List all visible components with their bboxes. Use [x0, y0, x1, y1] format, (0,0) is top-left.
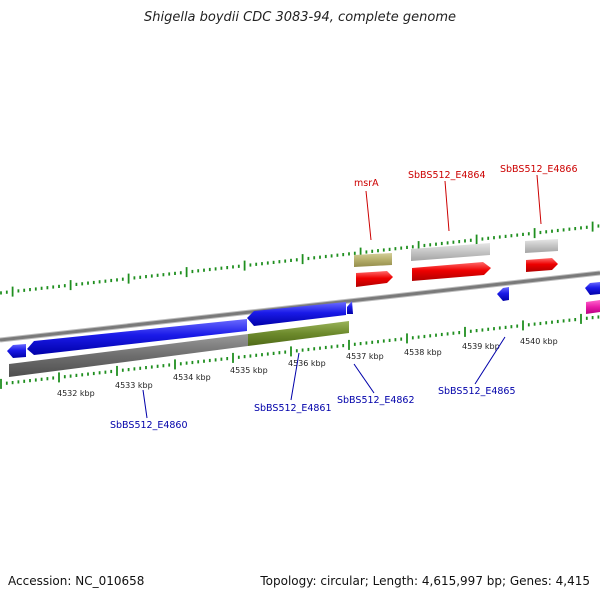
gene-msrA-arrow — [356, 271, 393, 287]
kbp-label-4535: 4535 kbp — [230, 366, 268, 375]
gene-SbBS512_E4866-homolog-bar — [525, 239, 558, 253]
forward-features — [354, 239, 558, 287]
reverse-features — [7, 282, 600, 377]
gene-SbBS512_E4862-arrow — [347, 301, 353, 314]
kbp-label-4540: 4540 kbp — [520, 337, 558, 346]
leader-line-SbBS512_E4861 — [290, 352, 300, 401]
kbp-scale: 4532 kbp 4533 kbp 4534 kbp 4535 kbp 4536… — [57, 337, 558, 398]
reverse-gene-labels: SbBS512_E4860 SbBS512_E4861 SbBS512_E486… — [110, 336, 516, 431]
forward-gene-labels: msrA SbBS512_E4864 SbBS512_E4866 — [354, 164, 578, 241]
gene-label-SbBS512_E4866: SbBS512_E4866 — [500, 164, 578, 175]
leader-line-SbBS512_E4865 — [474, 336, 506, 385]
gene-msrA-homolog-bar — [354, 253, 392, 267]
gene-SbBS512_E4865-arrow — [497, 287, 509, 301]
gene-SbBS512_E4866-arrow — [526, 258, 558, 272]
gene-label-SbBS512_E4860: SbBS512_E4860 — [110, 420, 188, 431]
kbp-label-4533: 4533 kbp — [115, 381, 153, 390]
kbp-label-4538: 4538 kbp — [404, 348, 442, 357]
gene-right-edge-arrow — [585, 282, 600, 295]
gene-SbBS512_E4861-arrow — [247, 302, 346, 326]
gene-right-edge-pink-bar — [586, 300, 600, 314]
gene-SbBS512_E4864-arrow — [412, 262, 491, 281]
gene-label-SbBS512_E4865: SbBS512_E4865 — [438, 386, 516, 397]
gene-label-SbBS512_E4864: SbBS512_E4864 — [408, 170, 486, 181]
genome-title: Shigella boydii CDC 3083-94, complete ge… — [143, 10, 457, 25]
gene-label-SbBS512_E4861: SbBS512_E4861 — [254, 403, 332, 414]
leader-line-SbBS512_E4862 — [353, 363, 375, 394]
gene-SbBS512_E4860-arrow — [27, 319, 247, 355]
gene-SbBS512_E4860-homolog-bar — [9, 334, 248, 377]
kbp-label-4534: 4534 kbp — [173, 373, 211, 382]
leader-line-SbBS512_E4860 — [142, 389, 148, 419]
kbp-label-4536: 4536 kbp — [288, 359, 326, 368]
gene-label-SbBS512_E4862: SbBS512_E4862 — [337, 395, 415, 406]
inner-tick-ring — [0, 313, 600, 389]
kbp-label-4532: 4532 kbp — [57, 389, 95, 398]
kbp-label-4539: 4539 kbp — [462, 342, 500, 351]
leader-line-SbBS512_E4866 — [536, 174, 542, 225]
leader-line-msrA — [365, 190, 372, 241]
kbp-label-4537: 4537 kbp — [346, 352, 384, 361]
gene-SbBS512_E4861-homolog-bar — [248, 321, 349, 346]
gene-SbBS512_E4864-homolog-bar — [411, 243, 490, 261]
gene-small-left-arrow — [7, 344, 26, 358]
accession-text: Accession: NC_010658 — [8, 574, 145, 588]
genome-stats-text: Topology: circular; Length: 4,615,997 bp… — [260, 574, 590, 588]
leader-line-SbBS512_E4864 — [444, 180, 450, 232]
gene-label-msrA: msrA — [354, 178, 379, 189]
